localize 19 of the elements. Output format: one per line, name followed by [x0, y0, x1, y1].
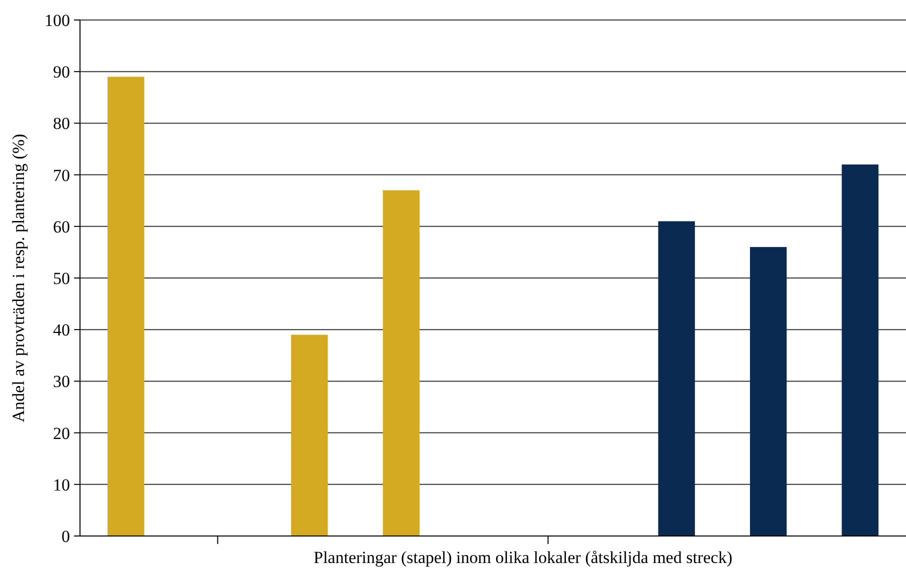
y-tick-label: 80 [53, 114, 70, 134]
y-tick-label: 60 [53, 217, 70, 236]
y-tick-label: 70 [53, 166, 70, 185]
bar [108, 76, 144, 536]
y-tick-label: 30 [53, 372, 70, 392]
y-tick-label: 40 [53, 320, 70, 340]
bar [750, 247, 787, 536]
bar [291, 334, 328, 536]
y-tick-label: 0 [62, 526, 70, 546]
y-tick-label: 10 [53, 475, 70, 494]
y-tick-label: 50 [53, 268, 70, 288]
y-tick-label: 90 [53, 62, 70, 82]
bar [658, 221, 695, 536]
x-axis-title: Planteringar (stapel) inom olika lokaler (åtskiljda med streck) [314, 548, 732, 567]
y-axis-title: Andel av provträden i resp. plantering (%) [9, 134, 28, 422]
bar [842, 164, 878, 536]
bar [382, 190, 420, 536]
y-tick-label: 100 [44, 10, 70, 30]
y-tick-label: 20 [53, 424, 70, 443]
